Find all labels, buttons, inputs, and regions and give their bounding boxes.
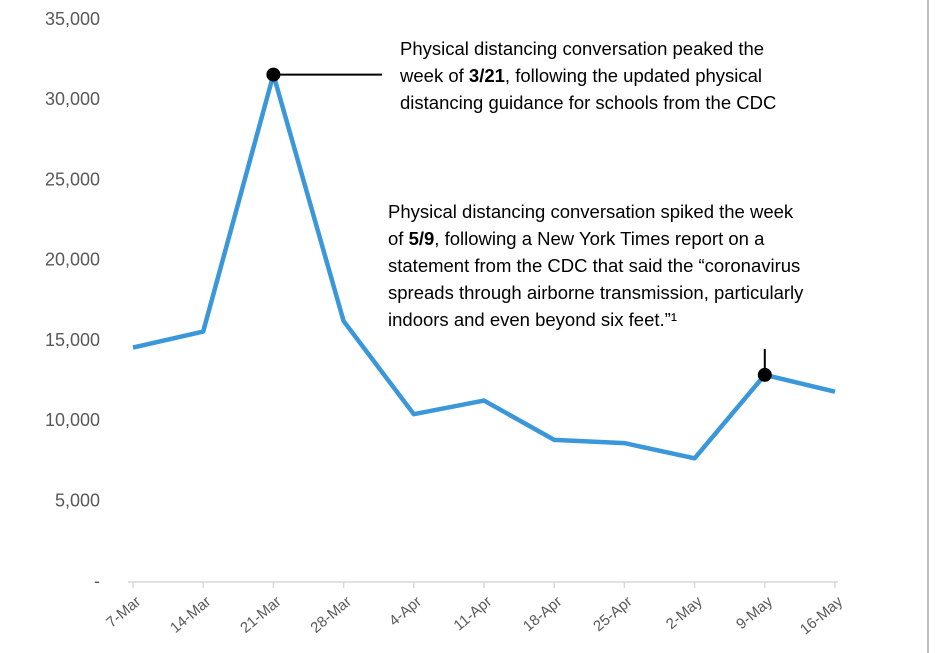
annotation-segment: week of xyxy=(399,65,469,86)
annotation-segment: statement from the CDC that said the “co… xyxy=(388,255,800,276)
annotation-segment: Physical distancing conversation peaked … xyxy=(400,38,764,59)
annotation-segment: distancing guidance for schools from the… xyxy=(400,92,776,113)
x-tick-label: 16-May xyxy=(797,593,847,638)
annotation-segment: indoors and even beyond six feet.”¹ xyxy=(388,309,677,330)
x-tick-label: 9-May xyxy=(733,593,776,633)
annotation-segment: , following a New York Times report on a xyxy=(434,228,765,249)
annotation-text: spreads through airborne transmission, p… xyxy=(388,282,804,303)
annotation-dot xyxy=(266,67,281,82)
x-tick-label: 18-Apr xyxy=(520,593,565,635)
x-tick-label: 25-Apr xyxy=(590,593,635,635)
y-tick-label: 10,000 xyxy=(45,410,100,430)
annotation-text: of 5/9, following a New York Times repor… xyxy=(388,228,765,249)
annotation-segment: spreads through airborne transmission, p… xyxy=(388,282,804,303)
annotation-text: week of 3/21, following the updated phys… xyxy=(399,65,762,86)
x-tick-label: 28-Mar xyxy=(307,593,354,637)
annotation-dot xyxy=(757,367,772,382)
annotation-segment: of xyxy=(388,228,409,249)
y-tick-label: 20,000 xyxy=(45,250,100,270)
data-line xyxy=(132,72,836,461)
annotation-text: Physical distancing conversation spiked … xyxy=(388,201,794,222)
y-tick-label: 30,000 xyxy=(45,89,100,109)
annotation-text: statement from the CDC that said the “co… xyxy=(388,255,800,276)
x-tick-label: 21-Mar xyxy=(237,593,284,637)
y-tick-label: 35,000 xyxy=(45,9,100,29)
annotation-segment: , following the updated physical xyxy=(505,65,762,86)
annotation-segment: Physical distancing conversation spiked … xyxy=(388,201,794,222)
x-tick-label: 11-Apr xyxy=(451,593,496,634)
annotation-segment: 5/9 xyxy=(409,228,435,249)
annotation-text: indoors and even beyond six feet.”¹ xyxy=(388,309,677,330)
y-tick-label: 25,000 xyxy=(45,169,100,189)
x-tick-label: 2-May xyxy=(663,593,706,633)
y-tick-label: 5,000 xyxy=(55,490,100,510)
x-tick-label: 14-Mar xyxy=(167,593,214,637)
y-tick-label: - xyxy=(94,571,100,591)
y-tick-label: 15,000 xyxy=(45,330,100,350)
x-tick-label: 4-Apr xyxy=(386,593,425,630)
annotation-segment: 3/21 xyxy=(469,65,505,86)
annotation-text: Physical distancing conversation peaked … xyxy=(400,38,764,59)
annotation-text: distancing guidance for schools from the… xyxy=(400,92,776,113)
x-tick-label: 7-Mar xyxy=(103,593,144,631)
